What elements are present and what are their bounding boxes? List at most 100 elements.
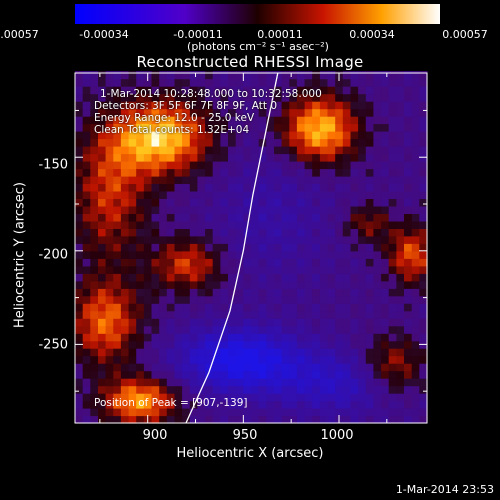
heatmap-cell — [327, 408, 336, 417]
heatmap-cell — [251, 378, 260, 387]
heatmap-cell — [174, 415, 183, 424]
heatmap-cell — [296, 138, 306, 147]
heatmap-cell — [251, 385, 260, 394]
heatmap-cell — [182, 235, 191, 244]
heatmap-cell — [388, 318, 397, 327]
heatmap-cell — [281, 415, 290, 424]
heatmap-cell — [396, 310, 405, 319]
heatmap-cell — [197, 243, 206, 252]
heatmap-cell — [120, 295, 130, 304]
heatmap-cell — [342, 288, 352, 297]
heatmap-cell — [166, 138, 176, 147]
heatmap-cell — [98, 318, 107, 327]
heatmap-cell — [82, 318, 91, 327]
heatmap-cell — [419, 393, 428, 402]
heatmap-cell — [113, 86, 122, 95]
heatmap-cell — [281, 71, 290, 80]
heatmap-cell — [105, 340, 114, 349]
heatmap-cell — [388, 175, 397, 184]
heatmap-cell — [143, 340, 153, 349]
heatmap-cell — [327, 101, 336, 110]
heatmap-cell — [342, 280, 352, 289]
heatmap-cell — [296, 250, 306, 259]
x-tick-label: 900 — [142, 428, 168, 443]
heatmap-cell — [373, 258, 382, 267]
heatmap-cell — [327, 400, 336, 409]
heatmap-cell — [189, 288, 199, 297]
heatmap-cell — [220, 258, 229, 267]
heatmap-cell — [251, 101, 260, 110]
heatmap-cell — [228, 161, 237, 170]
heatmap-cell — [174, 78, 183, 87]
heatmap-cell — [174, 131, 183, 140]
heatmap-cell — [258, 303, 267, 312]
heatmap-cell — [381, 273, 390, 282]
heatmap-cell — [274, 71, 283, 80]
colorbar-tick-label: -0.00034 — [79, 28, 129, 41]
heatmap-cell — [358, 250, 367, 259]
heatmap-cell — [243, 340, 252, 349]
heatmap-cell — [82, 303, 91, 312]
heatmap-cell — [419, 108, 428, 117]
heatmap-cell — [120, 138, 130, 147]
heatmap-cell — [205, 161, 214, 170]
heatmap-cell — [388, 153, 397, 162]
heatmap-cell — [373, 385, 382, 394]
heatmap-cell — [404, 123, 413, 132]
heatmap-cell — [258, 393, 267, 402]
heatmap-cell — [75, 333, 84, 342]
heatmap-cell — [82, 393, 91, 402]
heatmap-cell — [396, 333, 405, 342]
heatmap-cell — [266, 303, 275, 312]
heatmap-cell — [174, 101, 183, 110]
heatmap-cell — [396, 273, 405, 282]
heatmap-cell — [281, 138, 290, 147]
heatmap-cell — [143, 93, 153, 102]
heatmap-cell — [251, 310, 260, 319]
heatmap-cell — [312, 243, 321, 252]
heatmap-cell — [319, 243, 329, 252]
heatmap-cell — [296, 333, 306, 342]
heatmap-cell — [358, 116, 367, 125]
heatmap-cell — [373, 205, 382, 214]
heatmap-cell — [82, 108, 91, 117]
heatmap-cell — [396, 86, 405, 95]
heatmap-cell — [151, 415, 160, 424]
heatmap-cell — [358, 123, 367, 132]
heatmap-cell — [381, 108, 390, 117]
heatmap-cell — [304, 101, 313, 110]
heatmap-cell — [128, 161, 137, 170]
heatmap-cell — [373, 161, 382, 170]
heatmap-cell — [82, 258, 91, 267]
heatmap-cell — [258, 258, 267, 267]
heatmap-cell — [159, 213, 168, 222]
heatmap-cell — [381, 378, 390, 387]
heatmap-cell — [75, 250, 84, 259]
heatmap-cell — [120, 370, 130, 379]
heatmap-cell — [296, 71, 306, 80]
heatmap-cell — [319, 146, 329, 155]
heatmap-cell — [312, 86, 321, 95]
heatmap-cell — [258, 138, 267, 147]
heatmap-cell — [373, 378, 382, 387]
heatmap-cell — [212, 86, 221, 95]
heatmap-cell — [128, 378, 137, 387]
heatmap-cell — [228, 303, 237, 312]
heatmap-cell — [319, 288, 329, 297]
heatmap-cell — [335, 183, 344, 192]
heatmap-cell — [235, 318, 244, 327]
heatmap-cell — [82, 228, 91, 237]
heatmap-cell — [404, 363, 413, 372]
heatmap-cell — [296, 318, 306, 327]
heatmap-cell — [159, 385, 168, 394]
heatmap-cell — [411, 183, 420, 192]
heatmap-cell — [120, 168, 130, 177]
heatmap-cell — [151, 340, 160, 349]
heatmap-cell — [358, 101, 367, 110]
heatmap-cell — [143, 228, 153, 237]
heatmap-cell — [258, 288, 267, 297]
colorbar-tick-label: 0.00034 — [349, 28, 395, 41]
heatmap-cell — [136, 243, 145, 252]
heatmap-cell — [296, 288, 306, 297]
heatmap-cell — [419, 363, 428, 372]
